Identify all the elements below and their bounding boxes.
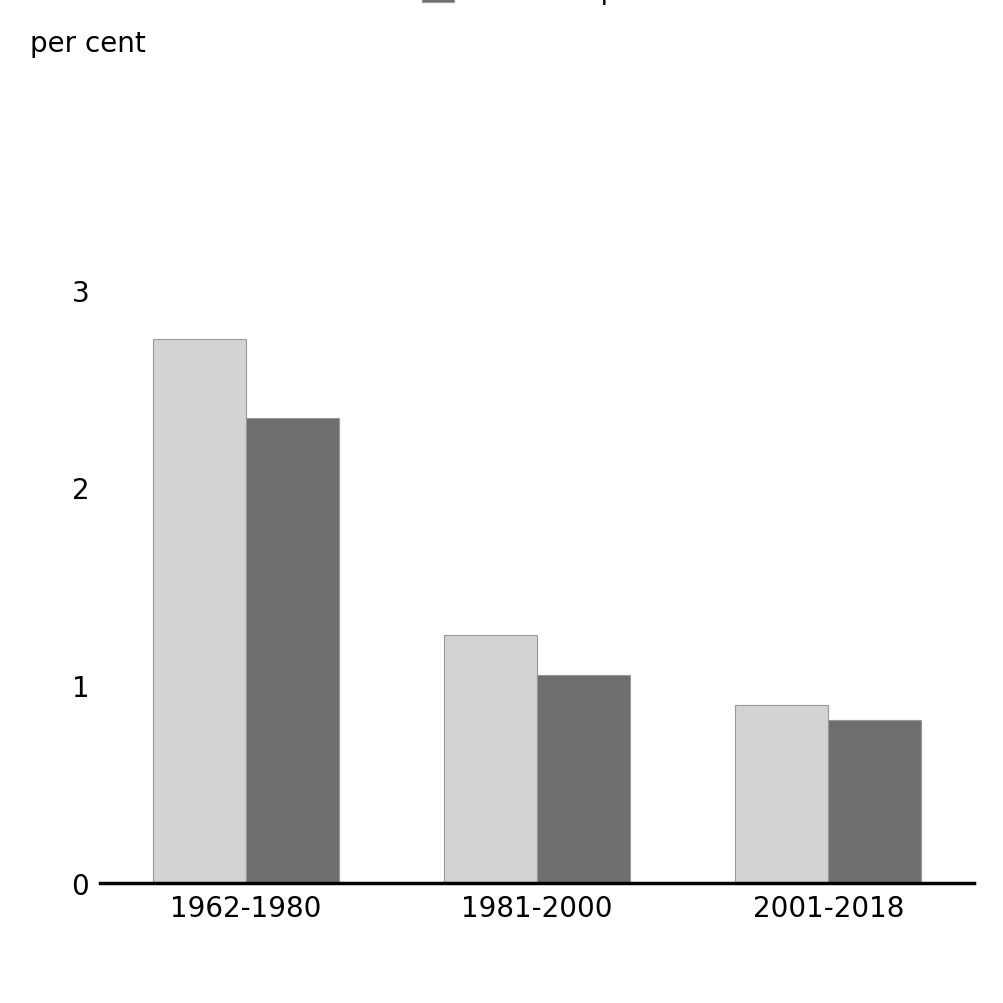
Bar bbox=[734, 705, 827, 883]
Bar bbox=[827, 721, 921, 883]
Bar bbox=[152, 340, 246, 883]
Bar bbox=[537, 675, 630, 883]
Bar bbox=[246, 418, 339, 883]
Text: per cent: per cent bbox=[30, 30, 145, 58]
Bar bbox=[443, 636, 537, 883]
Legend: Labour Productivity, Real Compensation Per Hour Worked: Labour Productivity, Real Compensation P… bbox=[421, 0, 960, 5]
